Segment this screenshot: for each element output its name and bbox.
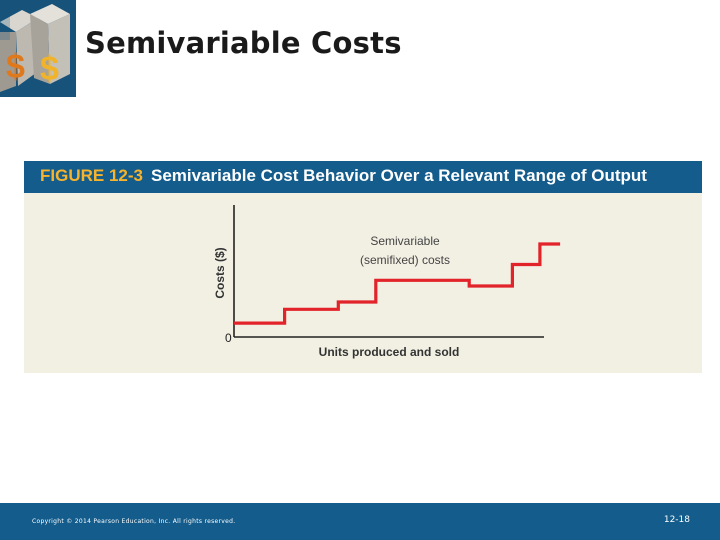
semivariable-cost-line (234, 242, 561, 325)
slide-number: 12-18 (663, 515, 690, 525)
cost-annotation-line-2: (semifixed) costs (360, 253, 450, 267)
footer-bar: Copyright © 2014 Pearson Education, Inc.… (0, 503, 720, 540)
x-axis-label: Units produced and sold (319, 345, 460, 359)
cost-annotation-line-1: Semivariable (370, 234, 440, 248)
semivariable-cost-chart: 0 Costs ($) Units produced and sold Semivar… (213, 205, 561, 359)
figure-panel: FIGURE 12-3 Semivariable Cost Behavior O… (24, 161, 702, 373)
svg-text:$: $ (6, 48, 25, 86)
svg-text:$: $ (40, 50, 59, 88)
figure-number: FIGURE 12-3 (40, 166, 143, 185)
figure-header: FIGURE 12-3 Semivariable Cost Behavior O… (24, 161, 702, 193)
figure-caption: Semivariable Cost Behavior Over a Releva… (151, 166, 647, 185)
dollar-dice-logo-icon: $ $ (0, 0, 76, 97)
slide-title: Semivariable Costs (85, 26, 402, 60)
y-axis-label: Costs ($) (213, 247, 227, 298)
y-tick-label-0: 0 (225, 331, 232, 345)
copyright-notice: Copyright © 2014 Pearson Education, Inc.… (32, 518, 236, 525)
